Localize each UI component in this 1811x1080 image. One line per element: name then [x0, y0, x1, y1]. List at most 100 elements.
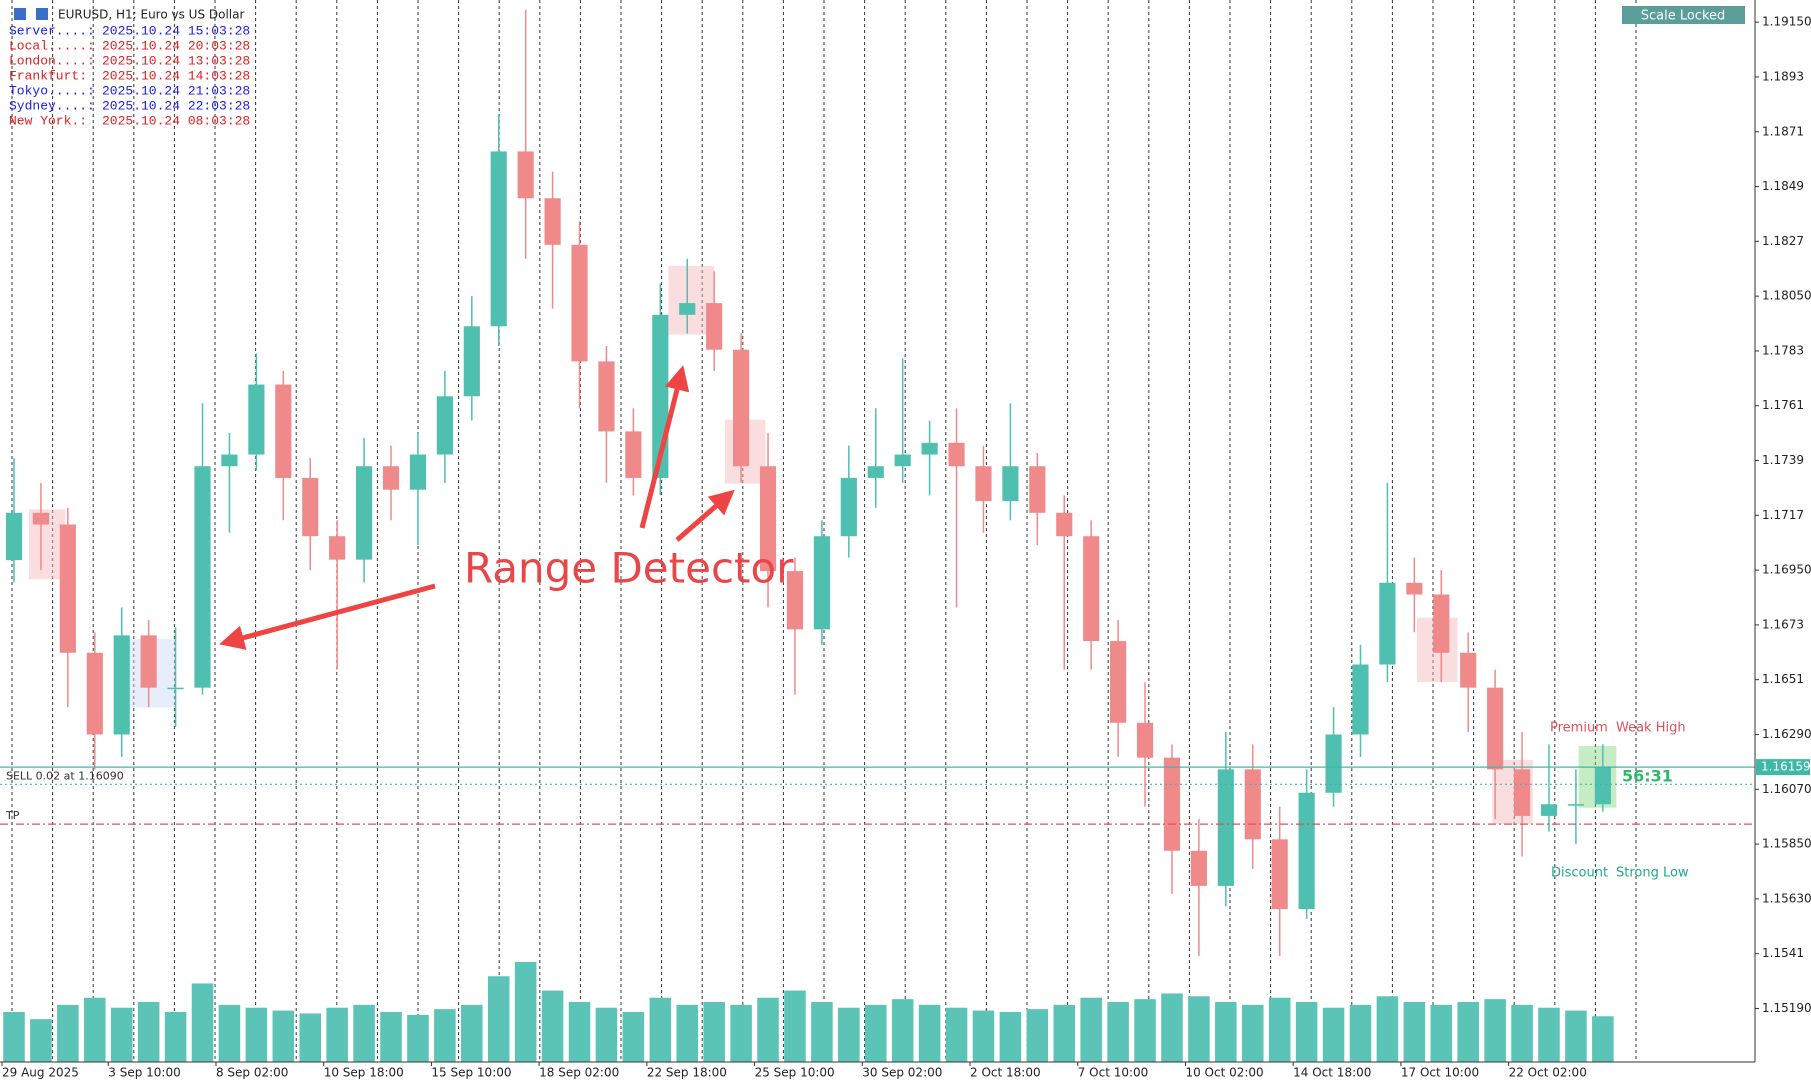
x-tick-label: 17 Oct 10:00	[1401, 1066, 1479, 1080]
volume-bar	[164, 1012, 187, 1062]
volume-bar	[918, 1004, 941, 1062]
x-tick-label: 30 Sep 02:00	[862, 1066, 942, 1080]
scale-locked-label[interactable]: Scale Locked	[1641, 9, 1726, 24]
arrow	[639, 365, 690, 529]
volume-bar	[730, 1004, 752, 1062]
x-tick-label: 10 Sep 18:00	[324, 1066, 404, 1080]
candle-body	[1271, 839, 1288, 910]
x-tick-label: 3 Sep 10:00	[108, 1066, 180, 1080]
candle-body	[113, 635, 130, 735]
current-price-label: 1.16159	[1761, 760, 1811, 774]
volume-bar	[1322, 1007, 1345, 1062]
candle-body	[598, 361, 615, 432]
volume-bar	[1376, 996, 1399, 1062]
candle-body	[1002, 466, 1019, 502]
y-tick-label: 1.1541	[1762, 946, 1804, 960]
candle-body	[786, 571, 804, 630]
candle-body	[86, 652, 103, 735]
y-tick-label: 1.18050	[1762, 289, 1811, 303]
volume-bar	[191, 983, 214, 1062]
candle-body	[59, 524, 76, 653]
volume-bar	[945, 1007, 968, 1062]
y-tick-label: 1.1893	[1762, 69, 1804, 83]
candle-body	[733, 349, 750, 467]
candle-body	[813, 536, 830, 630]
volume-bar	[1268, 997, 1291, 1062]
clock-time: 2025.10.24 13:03:28	[102, 53, 250, 68]
icon	[14, 8, 26, 20]
volume-bar	[487, 976, 510, 1062]
candle-body	[140, 635, 157, 688]
candle-body	[1433, 594, 1450, 653]
y-tick-label: 1.15630	[1762, 891, 1811, 905]
volume-bar	[1134, 999, 1156, 1062]
clock-time: 2025.10.24 15:03:28	[102, 23, 250, 38]
y-tick-label: 1.1651	[1762, 672, 1804, 686]
y-tick-label: 1.16290	[1762, 727, 1811, 741]
candle-body	[5, 512, 23, 561]
clock-label: Server....:	[9, 23, 95, 38]
volume-bar	[434, 1009, 456, 1062]
volume-bar	[811, 1002, 833, 1062]
candle-body	[463, 326, 480, 397]
volume-bar	[1295, 1002, 1318, 1062]
volume-bar	[972, 1010, 995, 1062]
volume-bar	[676, 1004, 699, 1062]
volume-bar	[326, 1007, 348, 1062]
premium-label: Premium	[1550, 721, 1608, 736]
volume-bar	[595, 1007, 618, 1062]
candle-body	[1325, 734, 1342, 793]
volume-bar	[1188, 996, 1210, 1062]
candle-body	[1513, 769, 1531, 816]
y-tick-label: 1.15190	[1762, 1001, 1811, 1015]
volume-bar	[3, 1012, 25, 1062]
x-tick-label: 8 Sep 02:00	[216, 1066, 288, 1080]
y-tick-label: 1.1849	[1762, 179, 1804, 193]
order-label: SELL 0.02 at 1.16090	[6, 769, 124, 782]
scale-locked-button[interactable]	[1622, 6, 1745, 24]
candle-body	[356, 466, 373, 560]
x-tick-label: 22 Sep 18:00	[647, 1066, 727, 1080]
current-price-box	[1756, 759, 1810, 776]
volume-bar	[30, 1019, 52, 1062]
candle-body	[921, 442, 938, 455]
candle-body	[1244, 769, 1261, 840]
x-tick-label: 25 Sep 10:00	[755, 1066, 835, 1080]
clock-time: 2025.10.24 08:03:28	[102, 113, 250, 128]
volume-bar	[353, 1004, 375, 1062]
volume-bar	[864, 1004, 887, 1062]
candle-body	[1406, 582, 1423, 595]
clock-label: Local.....:	[9, 38, 95, 53]
volume-bar	[784, 990, 806, 1062]
candle-body	[436, 396, 453, 455]
candle-body	[894, 454, 911, 467]
volume-bar	[703, 1002, 725, 1062]
candle-body	[759, 466, 777, 572]
candle-body	[1379, 582, 1396, 665]
candle-body	[840, 477, 857, 537]
candle-body	[1460, 652, 1477, 688]
volume-bar	[757, 997, 779, 1062]
volume-bar	[1565, 1010, 1587, 1062]
candle-body	[1163, 757, 1181, 851]
candle-body	[1136, 722, 1154, 758]
clock-label: Tokyo.....:	[9, 83, 95, 98]
volume-bar	[568, 1002, 591, 1062]
volume-bar	[1080, 997, 1102, 1062]
volume-bar	[299, 1013, 322, 1062]
volume-bar	[218, 1004, 241, 1062]
volume-bar	[110, 1007, 133, 1062]
candle-body	[975, 466, 992, 502]
volume-bar	[407, 1014, 429, 1062]
clock-time: 2025.10.24 21:03:28	[102, 83, 250, 98]
x-tick-label: 15 Sep 10:00	[431, 1066, 511, 1080]
y-tick-label: 1.16950	[1762, 563, 1811, 577]
volume-bar	[1457, 1002, 1479, 1062]
x-tick-label: 10 Oct 02:00	[1185, 1066, 1263, 1080]
volume-bar	[1430, 1004, 1453, 1062]
volume-bar	[1215, 1002, 1237, 1062]
candle-body	[194, 466, 211, 688]
x-tick-label: 2 Oct 18:00	[970, 1066, 1041, 1080]
x-tick-label: 22 Oct 02:00	[1509, 1066, 1587, 1080]
